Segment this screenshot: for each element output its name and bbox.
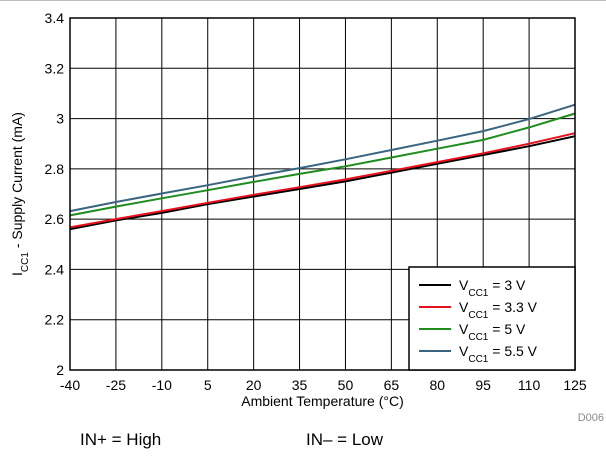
y-tick-label: 3.4	[45, 10, 65, 26]
legend-label: VCC1 = 5 V	[459, 321, 526, 343]
plot-frame	[69, 17, 576, 371]
series-lines	[69, 103, 576, 231]
series-line	[69, 103, 576, 213]
x-tick-label: 65	[384, 377, 400, 393]
y-axis-label-rest: - Supply Current (mA)	[9, 112, 25, 252]
y-axis-label: ICC1 - Supply Current (mA)	[9, 112, 31, 276]
condition-in-plus: IN+ = High	[80, 430, 162, 449]
x-axis-label: Ambient Temperature (°C)	[241, 393, 404, 409]
x-tick-label: 5	[204, 377, 212, 393]
x-tick-label: 35	[292, 377, 308, 393]
y-tick-label: 2.2	[45, 312, 65, 328]
legend-label: VCC1 = 5.5 V	[459, 343, 538, 365]
y-axis-label-main: I	[9, 272, 25, 276]
series-line	[69, 132, 576, 229]
legend-label: VCC1 = 3.3 V	[459, 299, 538, 321]
y-tick-label: 2.4	[45, 261, 65, 277]
legend-label: VCC1 = 3 V	[459, 277, 526, 299]
x-tick-label: 20	[246, 377, 262, 393]
series-line	[69, 135, 576, 231]
x-tick-label: -40	[60, 377, 80, 393]
x-tick-label: 95	[475, 377, 491, 393]
x-tick-label: 50	[338, 377, 354, 393]
y-axis-label-sub: CC1	[20, 252, 31, 272]
x-tick-label: -25	[106, 377, 126, 393]
y-tick-label: 2.6	[45, 211, 65, 227]
figure-id: D006	[577, 412, 604, 424]
y-tick-label: 2	[56, 362, 64, 378]
x-tick-labels: -40 -25 -10 5 20 35 50 65 80 95 110 125	[60, 377, 587, 393]
supply-current-chart: -40 -25 -10 5 20 35 50 65 80 95 110 125 22.22.42.62…	[9, 10, 587, 409]
condition-in-minus: IN– = Low	[306, 430, 384, 449]
x-tick-label: 80	[429, 377, 445, 393]
top-rule	[0, 0, 606, 1]
y-tick-label: 2.8	[45, 161, 65, 177]
y-tick-labels: 2 2.2 2.4 2.6 2.8 3 3.2 3.4	[45, 10, 65, 378]
y-tick-label: 3	[56, 111, 64, 127]
y-tick-label: 3.2	[45, 60, 65, 76]
x-tick-label: 125	[563, 377, 587, 393]
x-tick-label: 110	[518, 377, 541, 393]
series-line	[69, 112, 576, 217]
x-tick-label: -10	[152, 377, 172, 393]
